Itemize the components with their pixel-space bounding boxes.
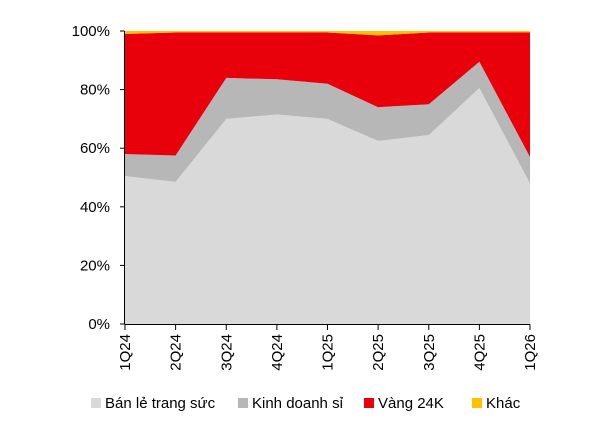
- y-tick-label: 40%: [80, 199, 110, 216]
- legend-label: Kinh doanh sỉ: [252, 395, 344, 412]
- legend-label: Vàng 24K: [378, 395, 444, 412]
- x-tick-label: 4Q25: [471, 334, 488, 371]
- area-series-3: [125, 31, 530, 36]
- y-tick-label: 80%: [80, 82, 110, 99]
- area-layers: [125, 31, 530, 324]
- legend-swatch: [91, 398, 101, 408]
- legend-label: Khác: [486, 395, 521, 412]
- y-axis-ticks: 0% 20% 40% 60% 80% 100%: [72, 23, 125, 333]
- legend-swatch: [472, 398, 482, 408]
- x-tick-label: 3Q25: [421, 334, 438, 371]
- x-axis-ticks: 1Q24 2Q24 3Q24 4Q24 1Q25 2Q25 3Q25 4Q25 1Q26: [117, 324, 539, 371]
- x-tick-label: 1Q26: [522, 334, 539, 371]
- legend-label: Bán lẻ trang sức: [105, 395, 216, 412]
- x-tick-label: 2Q24: [168, 334, 185, 371]
- x-tick-label: 1Q25: [320, 334, 337, 371]
- y-tick-label: 100%: [72, 23, 110, 40]
- legend-swatch: [238, 398, 248, 408]
- x-tick-label: 3Q24: [218, 334, 235, 371]
- area-series-1: [125, 61, 530, 184]
- y-tick-label: 0%: [88, 316, 110, 333]
- x-tick-label: 4Q24: [269, 334, 286, 371]
- y-tick-label: 60%: [80, 140, 110, 157]
- y-tick-label: 20%: [80, 257, 110, 274]
- x-tick-label: 2Q25: [370, 334, 387, 371]
- x-tick-label: 1Q24: [117, 334, 134, 371]
- legend: Bán lẻ trang sức Kinh doanh sỉ Vàng 24K Khá…: [91, 395, 521, 412]
- legend-swatch: [364, 398, 374, 408]
- area-series-2: [125, 32, 530, 157]
- area-series-0: [125, 88, 530, 324]
